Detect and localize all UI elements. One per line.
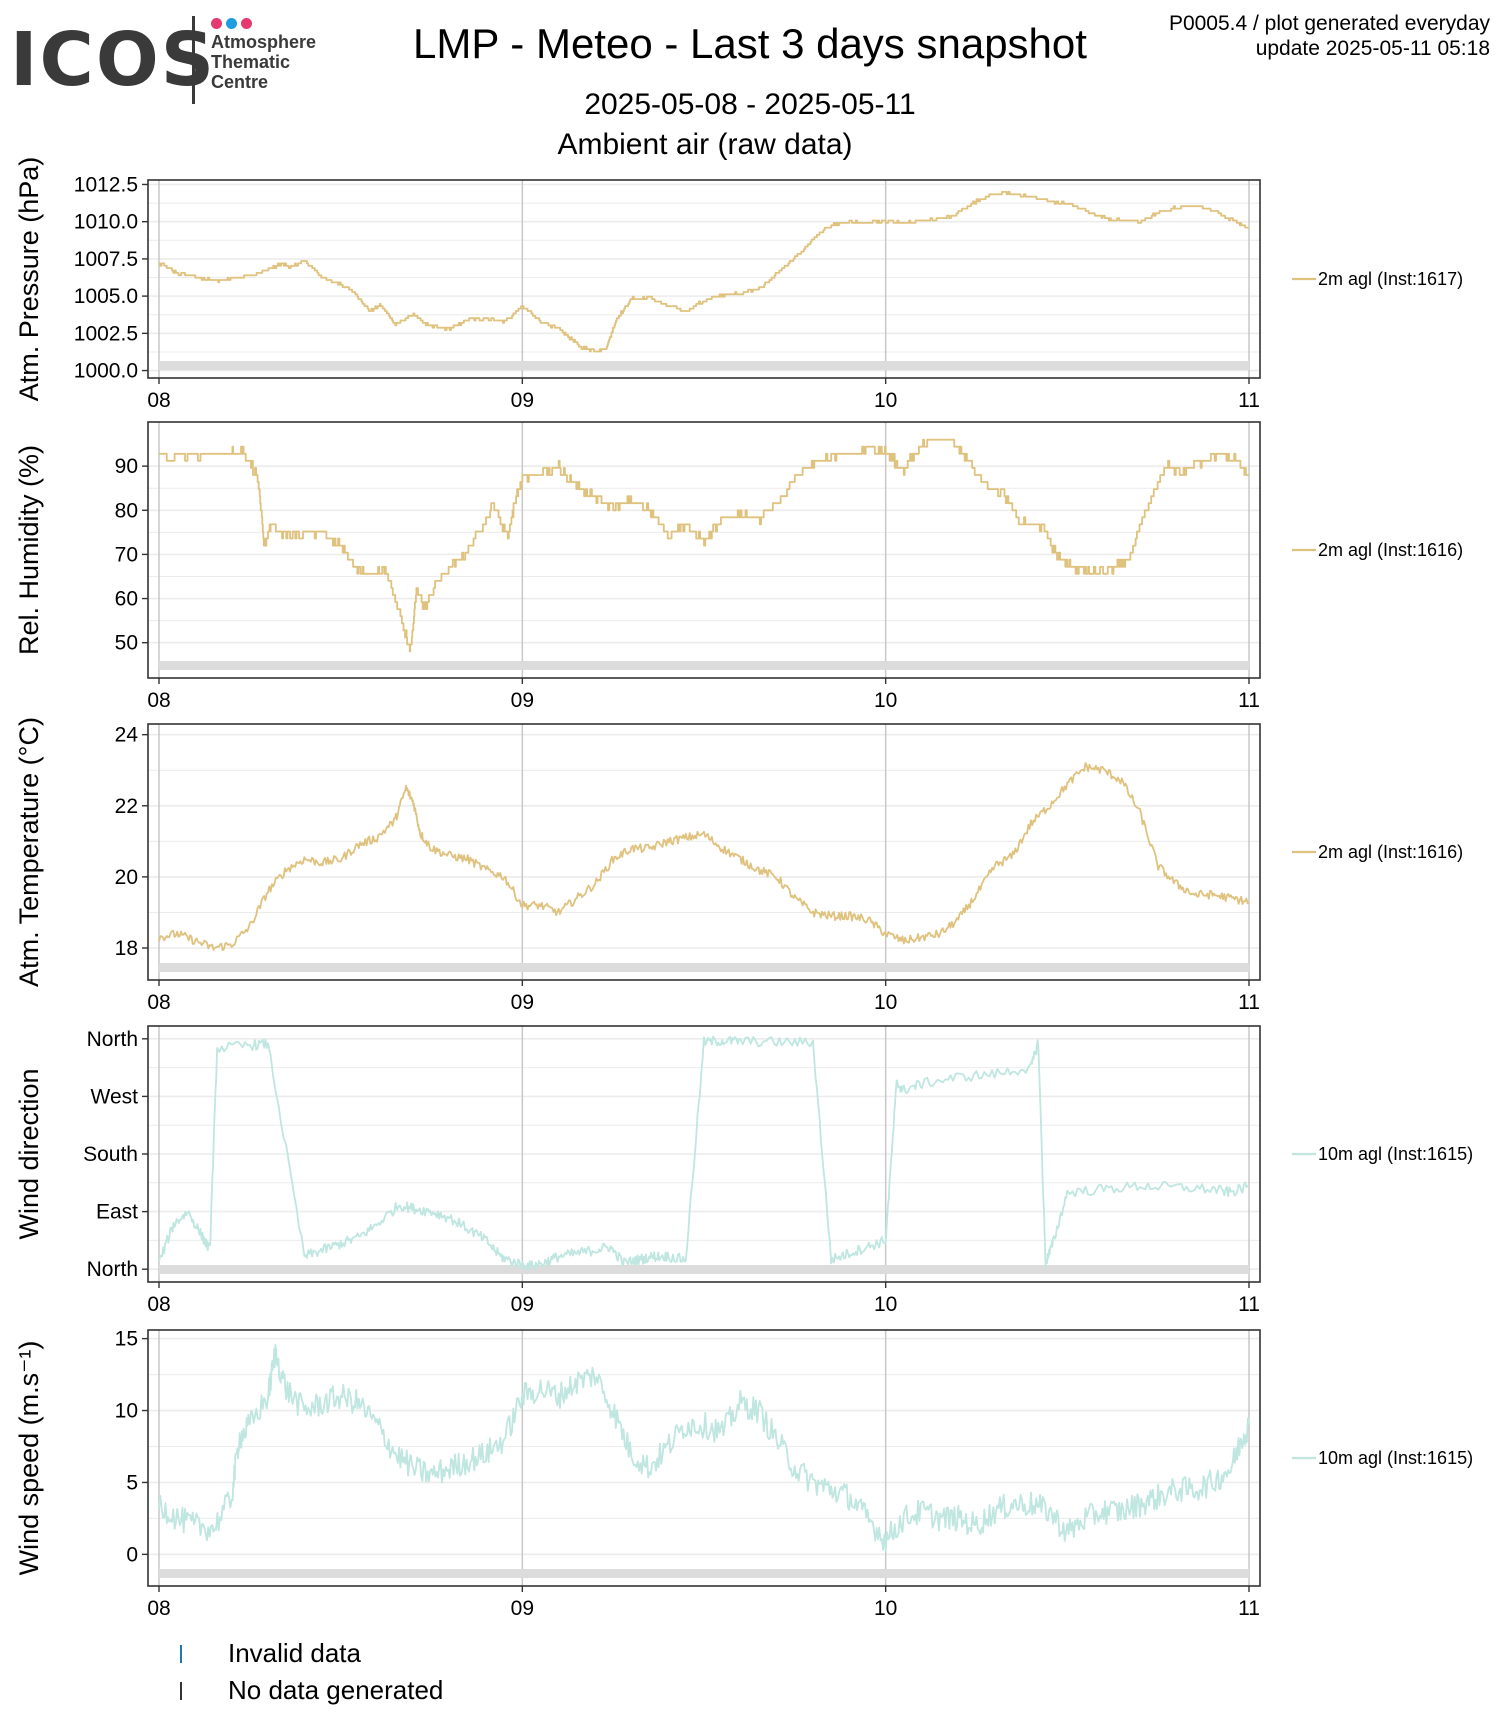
panel-frame: [147, 1329, 1261, 1587]
y-tick-label: North: [87, 1028, 138, 1051]
logo-line-centre: Centre: [211, 72, 269, 92]
y-tick-label: 22: [115, 795, 138, 818]
x-tick-label: 09: [511, 991, 534, 1014]
chart-title: LMP - Meteo - Last 3 days snapshot: [413, 20, 1087, 67]
y-tick-label: 18: [115, 937, 138, 960]
legend-invalid-label: Invalid data: [228, 1638, 361, 1668]
x-tick-label: 11: [1238, 991, 1260, 1014]
logo-dots-icon: [211, 16, 256, 32]
data-status-band: [159, 1265, 1249, 1274]
legend-series-label: 2m agl (Inst:1616): [1318, 540, 1463, 560]
panel-2: 50 60 70 80 90 08 09 10 11 Rel. Humidity (%) 2m ag…: [14, 421, 1463, 712]
x-tick-label: 09: [511, 1597, 534, 1620]
update-timestamp: update 2025-05-11 05:18: [1255, 37, 1490, 60]
series-line: [158, 1035, 1250, 1272]
y-tick-label: 50: [115, 632, 138, 655]
panel-frame: [147, 179, 1261, 379]
product-line: P0005.4 / plot generated everyday: [1168, 12, 1490, 35]
series-line: [158, 1343, 1250, 1552]
y-tick-label: 80: [115, 499, 138, 522]
y-axis-title: Rel. Humidity (%): [14, 445, 44, 655]
x-tick-label: 10: [874, 389, 897, 412]
icos-logo: ICOS Atmosphere Thematic Centre: [10, 12, 330, 108]
y-tick-label: East: [96, 1201, 138, 1224]
data-status-band: [159, 361, 1249, 370]
y-tick-label: 1000.0: [74, 360, 138, 383]
x-tick-label: 09: [511, 1293, 534, 1316]
panel-5: 0 5 10 15 08 09 10 11 Wind speed (m.s⁻¹) 10m agl …: [14, 1328, 1473, 1620]
x-tick-label: 11: [1238, 389, 1260, 412]
y-tick-label: 20: [115, 866, 138, 889]
series-line: [159, 191, 1250, 353]
legend-series-label: 2m agl (Inst:1616): [1318, 842, 1463, 862]
y-tick-label: South: [83, 1143, 138, 1166]
date-range: 2025-05-08 - 2025-05-11: [584, 88, 916, 121]
logo-dot: [226, 18, 237, 29]
y-tick-label: 1005.0: [74, 285, 138, 308]
x-tick-label: 09: [511, 689, 534, 712]
data-status-band: [159, 661, 1249, 670]
x-tick-label: 10: [874, 1597, 897, 1620]
no-data-marker-icon: [180, 1682, 182, 1700]
y-axis-title: Atm. Temperature (°C): [14, 717, 44, 987]
legend-no-data-label: No data generated: [228, 1675, 444, 1705]
y-tick-label: 15: [115, 1328, 138, 1351]
x-tick-label: 11: [1238, 689, 1260, 712]
y-tick-label: 10: [115, 1400, 138, 1423]
y-tick-label: 1007.5: [74, 248, 138, 271]
x-tick-label: 11: [1238, 1293, 1260, 1316]
series-line: [159, 438, 1250, 653]
logo-divider: [192, 16, 195, 104]
x-tick-label: 08: [147, 1597, 170, 1620]
y-tick-label: 24: [115, 724, 139, 747]
invalid-marker-icon: [180, 1645, 182, 1663]
logo-dot: [211, 18, 222, 29]
x-tick-label: 09: [511, 389, 534, 412]
y-tick-label: 1002.5: [74, 322, 138, 345]
y-tick-label: 70: [115, 543, 138, 566]
legend-series-label: 10m agl (Inst:1615): [1318, 1144, 1473, 1164]
data-status-band: [159, 1569, 1249, 1578]
series-line: [158, 762, 1250, 951]
legend-series-label: 10m agl (Inst:1615): [1318, 1448, 1473, 1468]
x-tick-label: 11: [1238, 1597, 1260, 1620]
y-tick-label: 60: [115, 588, 138, 611]
x-tick-label: 08: [147, 389, 170, 412]
y-axis-title: Wind direction: [14, 1068, 44, 1239]
y-tick-label: 0: [126, 1543, 138, 1566]
y-tick-label: North: [87, 1258, 138, 1281]
logo-line-atmosphere: Atmosphere: [211, 32, 317, 52]
x-tick-label: 08: [147, 1293, 170, 1316]
y-tick-label: 1010.0: [74, 211, 138, 234]
panel-frame: [147, 421, 1261, 679]
logo-dot: [241, 18, 252, 29]
logo-line-thematic: Thematic: [211, 52, 291, 72]
y-tick-label: 1012.5: [74, 173, 138, 196]
x-tick-label: 08: [147, 689, 170, 712]
y-tick-label: 90: [115, 455, 138, 478]
x-tick-label: 10: [874, 991, 897, 1014]
chart-subtitle: Ambient air (raw data): [557, 128, 853, 161]
x-tick-label: 10: [874, 689, 897, 712]
data-status-band: [159, 963, 1249, 972]
x-tick-label: 08: [147, 991, 170, 1014]
y-axis-title: Atm. Pressure (hPa): [14, 157, 44, 402]
y-tick-label: West: [91, 1085, 139, 1108]
logo-wordmark: ICOS: [10, 17, 217, 103]
x-tick-label: 10: [874, 1293, 897, 1316]
legend-series-label: 2m agl (Inst:1617): [1318, 269, 1463, 289]
panel-4: North East South West North 08 09 10 11 Wind dire…: [14, 1025, 1473, 1316]
panel-frame: [147, 723, 1261, 981]
y-axis-title: Wind speed (m.s⁻¹): [14, 1341, 44, 1576]
legend-invalid: Invalid data: [180, 1638, 361, 1669]
legend-no-data: No data generated: [180, 1675, 443, 1706]
y-tick-label: 5: [126, 1471, 138, 1494]
panel-1: 1000.0 1002.5 1005.0 1007.5 1010.0 1012.5 08 09…: [14, 157, 1463, 412]
panel-3: 18 20 22 24 08 09 10 11 Atm. Temperature (°C) 2m …: [14, 717, 1463, 1014]
